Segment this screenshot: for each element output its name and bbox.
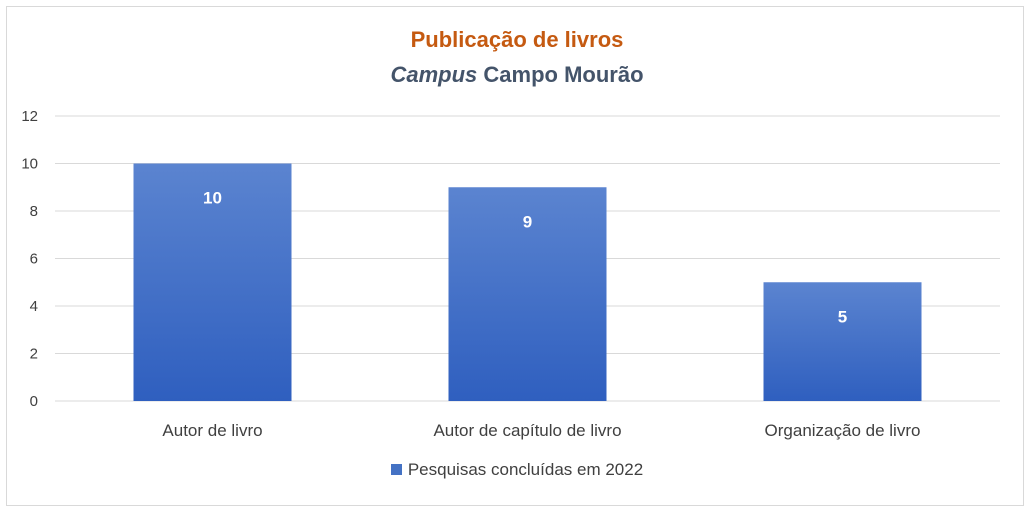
y-tick-label: 10 (21, 156, 38, 173)
x-tick-label: Organização de livro (765, 421, 921, 440)
bars (133, 163, 922, 401)
x-tick-label: Autor de livro (162, 421, 262, 440)
y-axis-ticks: 0 2 4 6 8 10 12 (21, 108, 38, 410)
chart-subtitle: Campus Campo Mourão (0, 62, 1034, 88)
y-tick-label: 12 (21, 108, 38, 125)
x-tick-label: Autor de capítulo de livro (433, 421, 621, 440)
y-tick-label: 8 (30, 203, 38, 220)
chart-subtitle-rest: Campo Mourão (483, 62, 644, 87)
y-tick-label: 2 (30, 346, 38, 363)
bar (763, 282, 922, 401)
y-tick-label: 4 (30, 298, 38, 315)
y-tick-label: 6 (30, 251, 38, 268)
chart-title: Publicação de livros (410, 27, 624, 52)
data-label: 10 (203, 189, 222, 208)
y-tick-label: 0 (30, 393, 38, 410)
bar (448, 187, 607, 401)
legend: Pesquisas concluídas em 2022 (0, 460, 1034, 480)
data-label: 9 (523, 212, 532, 231)
chart-subtitle-italic: Campus (390, 62, 478, 87)
data-labels: 10 9 5 (203, 189, 847, 327)
data-label: 5 (838, 307, 847, 326)
legend-label: Pesquisas concluídas em 2022 (407, 460, 644, 479)
bar (133, 163, 292, 401)
legend-swatch (390, 464, 402, 475)
x-axis-ticks: Autor de livro Autor de capítulo de livro… (162, 421, 920, 440)
